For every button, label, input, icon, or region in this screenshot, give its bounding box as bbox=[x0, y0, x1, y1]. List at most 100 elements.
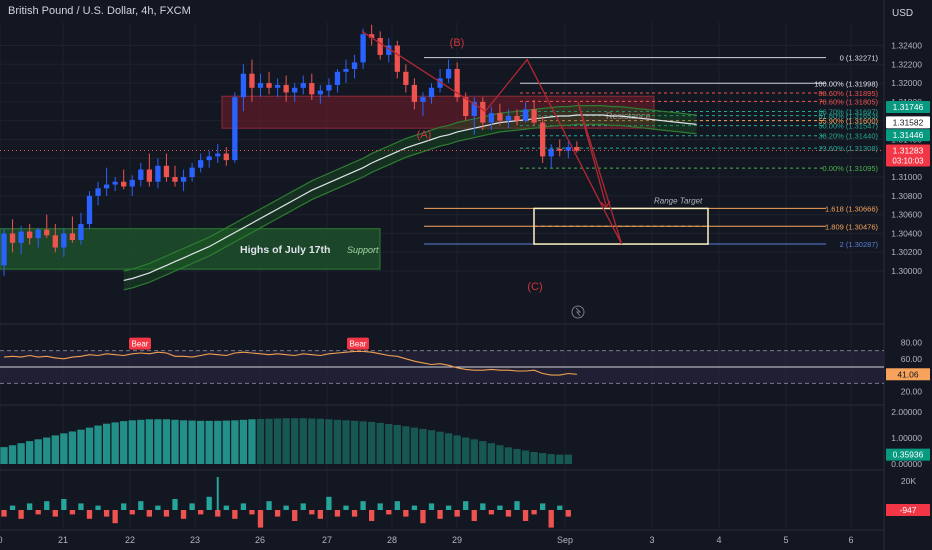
candle-body[interactable] bbox=[557, 148, 563, 151]
fib-extension-label: 2 (1.30287) bbox=[840, 240, 879, 249]
candle-body[interactable] bbox=[309, 83, 315, 95]
candle-body[interactable] bbox=[522, 109, 529, 121]
price-badge-label: 1.31446 bbox=[893, 130, 924, 140]
candle-body[interactable] bbox=[121, 181, 127, 187]
x-tick-label: 0 bbox=[0, 535, 3, 545]
candle-body[interactable] bbox=[266, 83, 272, 88]
candle-body[interactable] bbox=[326, 84, 332, 91]
candle-body[interactable] bbox=[112, 181, 118, 185]
candle-body[interactable] bbox=[283, 84, 289, 93]
oscillator-bar bbox=[137, 419, 145, 464]
wave-path bbox=[361, 30, 623, 245]
candle-body[interactable] bbox=[574, 146, 580, 151]
candle-body[interactable] bbox=[86, 195, 93, 225]
currency-label[interactable]: USD bbox=[892, 8, 913, 19]
candle-body[interactable] bbox=[497, 113, 503, 121]
candle-body[interactable] bbox=[95, 188, 101, 196]
candle-body[interactable] bbox=[146, 169, 153, 182]
oscillator-bar bbox=[385, 423, 393, 464]
candle-body[interactable] bbox=[172, 177, 178, 182]
projection-arrow bbox=[577, 101, 607, 206]
oscillator-bar bbox=[538, 453, 547, 464]
candle-body[interactable] bbox=[428, 87, 435, 98]
range-target-label: Range Target bbox=[654, 196, 703, 205]
volume-delta-bar bbox=[283, 505, 289, 510]
x-tick-label: 21 bbox=[58, 535, 68, 545]
candle-body[interactable] bbox=[249, 73, 255, 88]
oscillator-bar bbox=[496, 445, 504, 464]
candle-body[interactable] bbox=[343, 68, 349, 72]
candle-body[interactable] bbox=[61, 233, 67, 248]
candle-body[interactable] bbox=[197, 160, 204, 168]
candle-body[interactable] bbox=[26, 231, 33, 239]
oscillator-bar bbox=[8, 445, 17, 464]
volume-delta-bar bbox=[129, 510, 135, 515]
oscillator-bar bbox=[367, 421, 376, 464]
candle-body[interactable] bbox=[155, 165, 161, 182]
candle-body[interactable] bbox=[531, 109, 537, 123]
candle-body[interactable] bbox=[206, 156, 212, 161]
candle-body[interactable] bbox=[565, 146, 571, 151]
volume-delta-bar bbox=[445, 505, 452, 510]
replay-icon[interactable] bbox=[571, 305, 585, 319]
candle-body[interactable] bbox=[35, 229, 41, 239]
candle-body[interactable] bbox=[454, 68, 460, 98]
candle-body[interactable] bbox=[548, 148, 554, 157]
candle-body[interactable] bbox=[445, 68, 452, 79]
candle-body[interactable] bbox=[52, 235, 58, 248]
oscillator-bar bbox=[299, 418, 307, 464]
candle-body[interactable] bbox=[480, 101, 486, 123]
candle-body[interactable] bbox=[232, 97, 238, 161]
candle-body[interactable] bbox=[180, 177, 187, 182]
oscillator-bar bbox=[43, 437, 51, 464]
candle-body[interactable] bbox=[420, 97, 426, 102]
oscillator-bar bbox=[470, 439, 478, 464]
candle-body[interactable] bbox=[300, 83, 306, 88]
candle-body[interactable] bbox=[437, 78, 443, 88]
candle-body[interactable] bbox=[163, 165, 170, 178]
candle-body[interactable] bbox=[1, 233, 7, 266]
candle-body[interactable] bbox=[215, 153, 221, 157]
oscillator-bar bbox=[513, 448, 521, 464]
candle-body[interactable] bbox=[505, 115, 512, 121]
candle-body[interactable] bbox=[488, 113, 495, 123]
candle-body[interactable] bbox=[129, 179, 135, 187]
candle-body[interactable] bbox=[138, 169, 144, 180]
candle-body[interactable] bbox=[360, 34, 366, 63]
candle-body[interactable] bbox=[471, 101, 477, 116]
candle-body[interactable] bbox=[189, 167, 195, 178]
candle-body[interactable] bbox=[351, 62, 358, 69]
candle-body[interactable] bbox=[394, 45, 400, 72]
candle-body[interactable] bbox=[317, 90, 324, 95]
candle-body[interactable] bbox=[377, 37, 383, 55]
candle-body[interactable] bbox=[463, 97, 469, 116]
candle-body[interactable] bbox=[539, 122, 546, 157]
candle-body[interactable] bbox=[9, 233, 16, 243]
oscillator-value-bg bbox=[886, 448, 930, 461]
candle-body[interactable] bbox=[69, 233, 76, 241]
candle-body[interactable] bbox=[78, 224, 84, 241]
candle-body[interactable] bbox=[223, 153, 229, 161]
candle-body[interactable] bbox=[240, 73, 247, 98]
volume-delta-bar bbox=[428, 503, 435, 510]
price-badge: 1.31746 bbox=[886, 100, 930, 113]
candles[interactable] bbox=[0, 24, 884, 276]
volume-delta-bar bbox=[368, 510, 375, 521]
candle-body[interactable] bbox=[368, 34, 375, 38]
candle-body[interactable] bbox=[292, 87, 298, 93]
volume-delta-bar bbox=[103, 510, 110, 517]
candle-body[interactable] bbox=[403, 71, 409, 85]
candle-body[interactable] bbox=[514, 115, 520, 121]
oscillator-bar bbox=[94, 425, 102, 464]
candle-body[interactable] bbox=[18, 231, 24, 243]
candle-body[interactable] bbox=[257, 83, 264, 88]
candle-body[interactable] bbox=[44, 229, 50, 236]
candle-body[interactable] bbox=[103, 184, 110, 189]
candle-body[interactable] bbox=[386, 45, 392, 55]
candle-body[interactable] bbox=[274, 84, 281, 88]
symbol-title: British Pound / U.S. Dollar, 4h, FXCM bbox=[8, 5, 191, 17]
candle-body[interactable] bbox=[411, 84, 418, 102]
volume-delta-bar bbox=[26, 503, 33, 510]
candle-body[interactable] bbox=[334, 71, 341, 85]
